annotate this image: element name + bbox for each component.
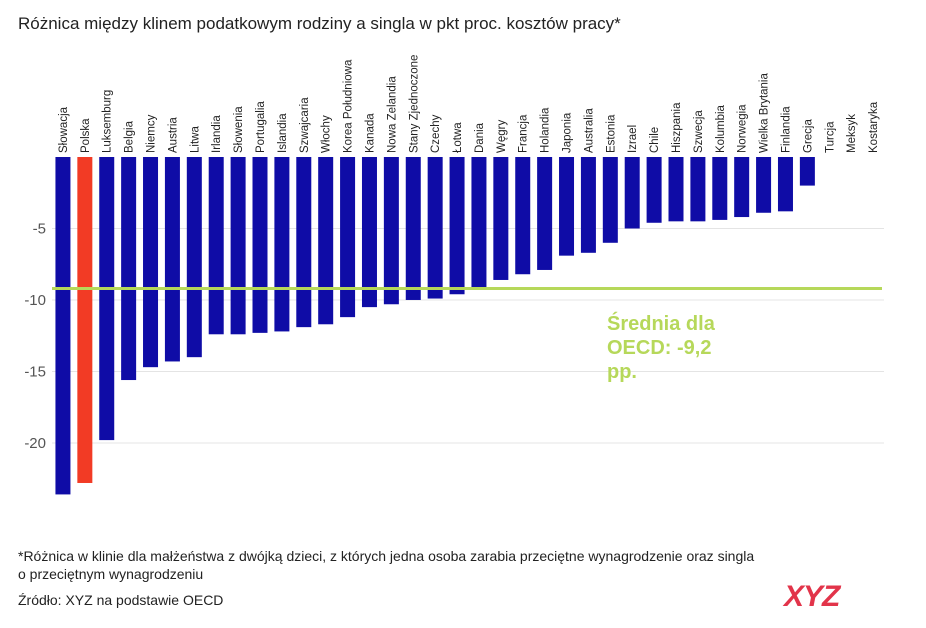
bar (208, 157, 224, 335)
bar (99, 157, 115, 441)
x-tick-label: Portugalia (255, 101, 267, 153)
x-tick-label: Japonia (562, 112, 574, 153)
x-tick-label: Słowenia (233, 106, 245, 153)
x-tick-label: Irlandia (211, 115, 223, 153)
x-tick-label: Łotwa (452, 122, 464, 153)
x-tick-label: Stany Zjednoczone (408, 55, 420, 153)
x-tick-label: Litwa (189, 126, 201, 153)
bar (427, 157, 443, 299)
bar (646, 157, 662, 223)
bar (690, 157, 706, 222)
bar (537, 157, 553, 270)
bar (799, 157, 815, 186)
x-tick-label: Belgia (124, 120, 136, 153)
bar (493, 157, 509, 280)
bar (449, 157, 465, 295)
x-tick-label: Nowa Zelandia (386, 76, 398, 153)
x-tick-label: Wielka Brytania (759, 73, 771, 153)
x-tick-label: Kostaryka (868, 101, 880, 153)
bar (602, 157, 618, 243)
x-tick-label: Szwajcaria (299, 97, 311, 153)
x-tick-label: Chile (649, 127, 661, 153)
x-tick-label: Finlandia (780, 106, 792, 153)
x-tick-label: Polska (80, 118, 92, 153)
x-tick-label: Węgry (496, 120, 508, 153)
reference-label: Średnia dla OECD: -9,2 pp. (607, 313, 715, 383)
x-tick-label: Meksyk (846, 114, 858, 153)
bar (164, 157, 180, 362)
x-tick-label: Kanada (364, 113, 376, 153)
x-tick-label: Izrael (627, 125, 639, 153)
bar (340, 157, 356, 318)
bar (471, 157, 487, 290)
x-tick-label: Szwecja (693, 110, 705, 153)
bar (777, 157, 793, 212)
x-tick-label: Korea Południowa (343, 59, 355, 153)
bar (55, 157, 71, 495)
x-tick-label: Australia (583, 108, 595, 153)
bar (274, 157, 290, 332)
x-tick-label: Włochy (321, 115, 333, 153)
x-tick-label: Grecja (802, 119, 814, 153)
y-tick-label: -5 (33, 220, 46, 237)
bar (383, 157, 399, 305)
x-tick-label: Turcja (824, 121, 836, 153)
bar (361, 157, 377, 308)
bar (77, 157, 93, 483)
y-tick-label: -20 (24, 435, 46, 452)
bar (143, 157, 159, 368)
bar (756, 157, 772, 213)
bar (712, 157, 728, 220)
x-tick-label: Czechy (430, 114, 442, 153)
bar (318, 157, 334, 325)
logo: XYZ (784, 580, 840, 613)
x-tick-label: Kolumbia (715, 104, 727, 153)
x-tick-label: Luksemburg (102, 90, 114, 153)
bar (296, 157, 312, 328)
bar (515, 157, 531, 275)
bar (121, 157, 137, 381)
x-tick-label: Austria (167, 117, 179, 153)
footnote: *Różnica w klinie dla małżeństwa z dwójk… (18, 548, 755, 582)
bar (405, 157, 421, 300)
y-tick-label: -15 (24, 363, 46, 380)
x-tick-label: Holandia (540, 107, 552, 153)
x-tick-label: Estonia (605, 114, 617, 153)
source: Źródło: XYZ na podstawie OECD (18, 592, 224, 608)
bar (230, 157, 246, 335)
bar (624, 157, 640, 229)
bar (559, 157, 575, 256)
bar (668, 157, 684, 222)
chart-title: Różnica między klinem podatkowym rodziny… (18, 14, 621, 33)
x-tick-label: Francja (518, 114, 530, 153)
y-tick-label: -10 (24, 292, 46, 309)
x-tick-label: Dania (474, 122, 486, 153)
bar (734, 157, 750, 218)
x-tick-label: Niemcy (146, 114, 158, 153)
x-tick-label: Islandia (277, 113, 289, 153)
x-tick-label: Norwegia (737, 104, 749, 153)
bar (580, 157, 596, 253)
x-tick-label: Słowacja (58, 106, 70, 153)
x-tick-label: Hiszpania (671, 102, 683, 153)
bar (186, 157, 202, 358)
bar (252, 157, 268, 333)
